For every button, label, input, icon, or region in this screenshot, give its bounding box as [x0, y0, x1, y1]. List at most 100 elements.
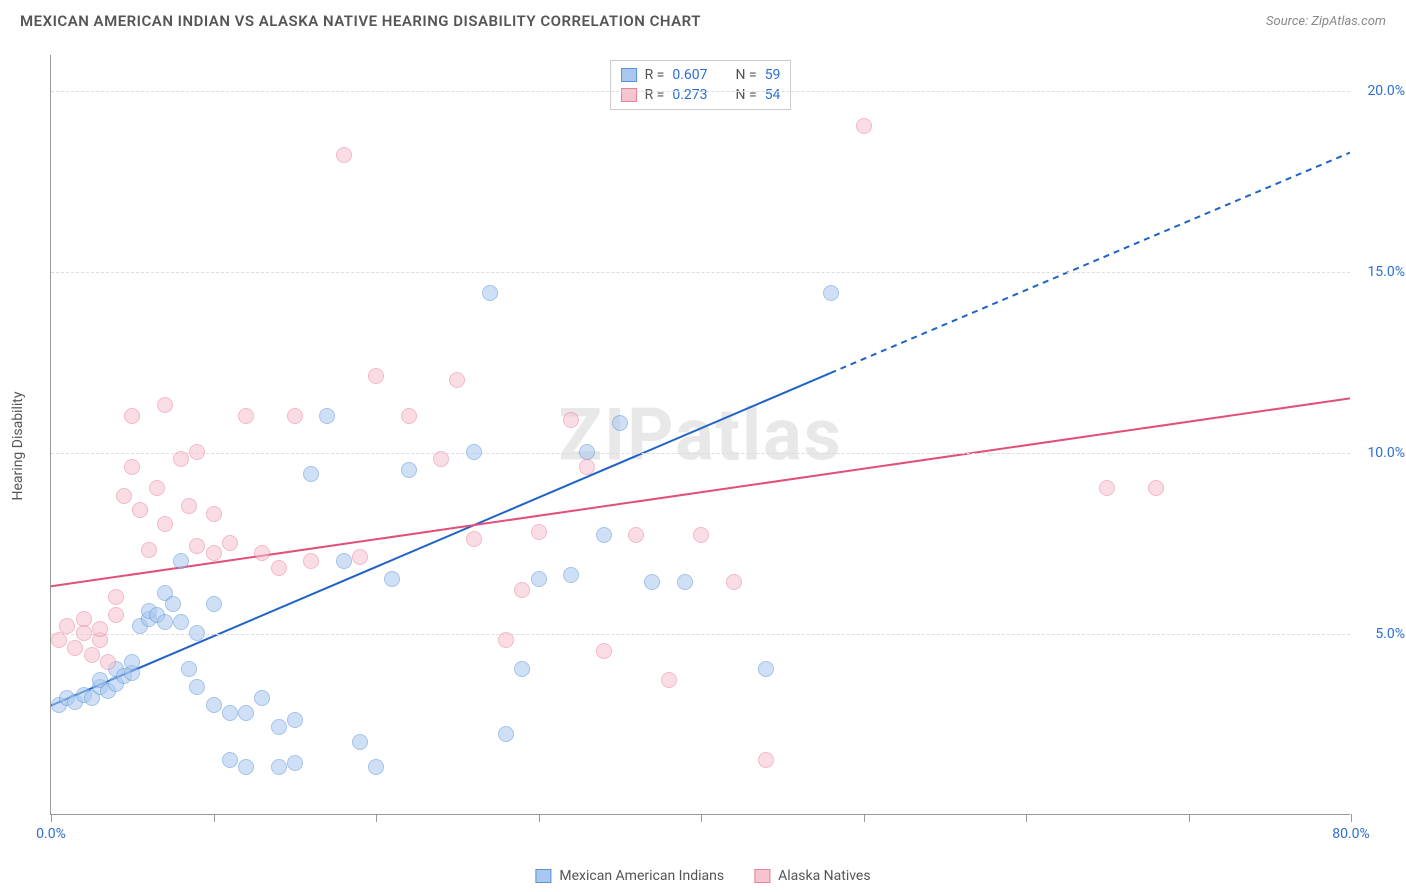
- scatter-point: [336, 553, 352, 569]
- scatter-point: [336, 147, 352, 163]
- bottom-legend: Mexican American Indians Alaska Natives: [535, 868, 870, 884]
- y-axis-label: Hearing Disability: [10, 392, 26, 501]
- scatter-point: [596, 643, 612, 659]
- trend-line-extrapolated: [830, 153, 1350, 373]
- scatter-point: [67, 640, 83, 656]
- legend-label: Mexican American Indians: [559, 868, 724, 884]
- scatter-point: [271, 719, 287, 735]
- xtick: [864, 814, 865, 822]
- scatter-point: [498, 726, 514, 742]
- scatter-point: [352, 734, 368, 750]
- scatter-point: [726, 574, 742, 590]
- scatter-point: [612, 415, 628, 431]
- scatter-point: [206, 697, 222, 713]
- stat-n-value: 59: [765, 67, 781, 83]
- ytick-label: 20.0%: [1367, 83, 1405, 99]
- stat-n-value: 54: [765, 87, 781, 103]
- ytick-label: 10.0%: [1367, 445, 1405, 461]
- scatter-point: [758, 752, 774, 768]
- xtick: [1026, 814, 1027, 822]
- stats-row: R =0.273N =54: [621, 85, 781, 105]
- xtick-label: 80.0%: [1332, 826, 1370, 842]
- chart-header: MEXICAN AMERICAN INDIAN VS ALASKA NATIVE…: [0, 0, 1406, 38]
- scatter-point: [368, 368, 384, 384]
- scatter-point: [181, 498, 197, 514]
- chart-title: MEXICAN AMERICAN INDIAN VS ALASKA NATIVE…: [20, 12, 701, 30]
- scatter-point: [206, 596, 222, 612]
- scatter-point: [303, 553, 319, 569]
- scatter-point: [189, 625, 205, 641]
- scatter-point: [303, 466, 319, 482]
- scatter-point: [1099, 480, 1115, 496]
- scatter-point: [76, 611, 92, 627]
- trend-line: [51, 373, 830, 706]
- scatter-point: [1148, 480, 1164, 496]
- legend-swatch: [535, 869, 551, 883]
- scatter-point: [693, 527, 709, 543]
- scatter-point: [531, 524, 547, 540]
- ytick-label: 5.0%: [1375, 626, 1405, 642]
- stat-r-label: R =: [645, 67, 665, 83]
- scatter-point: [466, 444, 482, 460]
- stat-r-value: 0.273: [672, 87, 707, 103]
- watermark-text: ZIPatlas: [558, 392, 842, 477]
- scatter-point: [206, 506, 222, 522]
- scatter-point: [352, 549, 368, 565]
- scatter-point: [173, 451, 189, 467]
- xtick: [1189, 814, 1190, 822]
- scatter-point: [108, 607, 124, 623]
- scatter-point: [287, 408, 303, 424]
- scatter-point: [238, 705, 254, 721]
- scatter-point: [51, 632, 67, 648]
- xtick: [51, 814, 52, 822]
- scatter-point: [157, 516, 173, 532]
- legend-item: Mexican American Indians: [535, 868, 724, 884]
- gridline: [51, 272, 1350, 273]
- scatter-point: [76, 625, 92, 641]
- scatter-point: [661, 672, 677, 688]
- scatter-point: [238, 759, 254, 775]
- scatter-point: [124, 459, 140, 475]
- stats-legend-box: R =0.607N =59R =0.273N =54: [610, 60, 792, 110]
- scatter-point: [563, 567, 579, 583]
- legend-label: Alaska Natives: [778, 868, 871, 884]
- scatter-point: [271, 560, 287, 576]
- scatter-point: [222, 535, 238, 551]
- scatter-point: [254, 545, 270, 561]
- stats-row: R =0.607N =59: [621, 65, 781, 85]
- xtick: [539, 814, 540, 822]
- scatter-point: [401, 408, 417, 424]
- scatter-point: [856, 118, 872, 134]
- plot-area: ZIPatlas R =0.607N =59R =0.273N =54 5.0%…: [50, 55, 1350, 815]
- scatter-point: [449, 372, 465, 388]
- scatter-point: [157, 397, 173, 413]
- scatter-point: [238, 408, 254, 424]
- xtick: [1351, 814, 1352, 822]
- scatter-point: [173, 553, 189, 569]
- trend-lines-svg: [51, 55, 1350, 814]
- scatter-point: [368, 759, 384, 775]
- scatter-point: [514, 582, 530, 598]
- scatter-point: [206, 545, 222, 561]
- scatter-point: [271, 759, 287, 775]
- scatter-point: [222, 752, 238, 768]
- stat-r-label: R =: [645, 87, 665, 103]
- scatter-point: [141, 542, 157, 558]
- ytick-label: 15.0%: [1367, 264, 1405, 280]
- scatter-point: [401, 462, 417, 478]
- scatter-point: [596, 527, 612, 543]
- scatter-point: [124, 654, 140, 670]
- scatter-point: [514, 661, 530, 677]
- scatter-point: [482, 285, 498, 301]
- scatter-point: [287, 712, 303, 728]
- scatter-point: [84, 647, 100, 663]
- xtick: [701, 814, 702, 822]
- stat-r-value: 0.607: [672, 67, 707, 83]
- scatter-point: [531, 571, 547, 587]
- scatter-point: [563, 412, 579, 428]
- xtick: [214, 814, 215, 822]
- scatter-point: [254, 690, 270, 706]
- scatter-point: [189, 679, 205, 695]
- scatter-point: [92, 621, 108, 637]
- scatter-point: [165, 596, 181, 612]
